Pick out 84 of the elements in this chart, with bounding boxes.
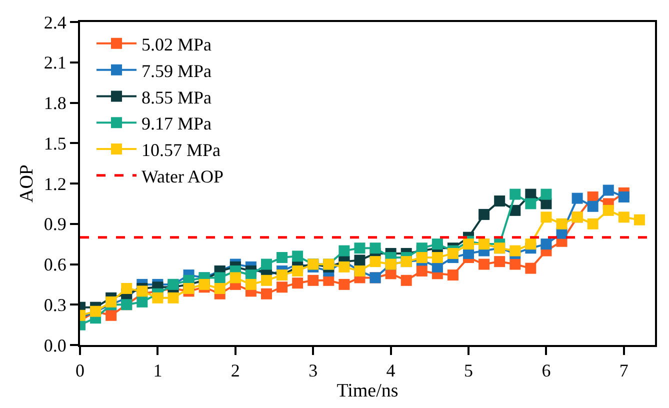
point [292, 278, 304, 289]
legend-label: Water AOP [142, 166, 224, 186]
y-tick-label: 0.0 [44, 335, 66, 356]
point [400, 274, 412, 286]
point [478, 258, 490, 270]
y-tick-label: 2.1 [44, 52, 66, 73]
legend-label: 7.59 MPa [142, 60, 212, 81]
point [618, 191, 630, 202]
x-tick-label: 2 [230, 360, 240, 381]
point [292, 265, 304, 276]
legend-label: 8.55 MPa [142, 87, 212, 108]
point [338, 261, 350, 272]
point [525, 198, 536, 210]
point [106, 296, 117, 308]
point [510, 188, 521, 200]
point [136, 286, 148, 297]
point [198, 278, 210, 290]
point [494, 196, 506, 206]
y-tick-label: 0.3 [44, 294, 66, 315]
point [525, 262, 536, 274]
x-tick-label: 7 [619, 360, 628, 381]
point [525, 238, 536, 250]
point [152, 292, 164, 304]
x-axis-title: Time/ns [336, 380, 398, 402]
point [494, 256, 506, 268]
point [540, 188, 552, 200]
y-tick-label: 0.6 [44, 254, 66, 275]
point [354, 242, 366, 254]
point [634, 214, 645, 226]
legend-label: 10.57 MPa [142, 140, 221, 160]
x-tick-label: 5 [464, 360, 474, 381]
x-tick-label: 3 [308, 360, 318, 381]
point [230, 272, 241, 284]
point [556, 218, 568, 230]
point [432, 238, 443, 250]
point [260, 274, 272, 286]
y-tick-label: 0.9 [44, 214, 66, 234]
point [463, 238, 474, 250]
point [540, 212, 552, 223]
point [106, 310, 117, 321]
point [292, 250, 304, 262]
point [478, 208, 490, 220]
point [602, 184, 614, 196]
y-tick-label: 2.4 [44, 12, 66, 32]
point [510, 258, 521, 270]
point [416, 252, 428, 264]
point [354, 254, 366, 266]
y-tick-label: 1.2 [44, 174, 66, 194]
point [447, 270, 458, 281]
y-tick-label: 1.8 [44, 93, 66, 114]
point [260, 258, 272, 270]
point [338, 245, 350, 256]
point [183, 282, 194, 294]
point [370, 242, 381, 254]
x-tick-label: 4 [386, 360, 396, 381]
legend-label: 5.02 MPa [142, 34, 212, 54]
point [587, 218, 598, 230]
point [276, 252, 288, 264]
y-axis-title: AOP [16, 164, 38, 203]
point [214, 272, 226, 284]
point [214, 282, 226, 294]
point [338, 278, 350, 290]
point [168, 292, 179, 304]
point [572, 192, 583, 204]
point [370, 256, 381, 268]
x-tick-label: 0 [76, 360, 84, 381]
point [602, 204, 614, 216]
point [308, 274, 319, 286]
point [510, 245, 521, 256]
point [136, 296, 148, 308]
point [416, 265, 428, 276]
point [587, 200, 598, 212]
point [245, 278, 256, 290]
x-tick-label: 6 [542, 360, 551, 381]
point [260, 288, 272, 300]
point [540, 238, 552, 250]
legend-label: 9.17 MPa [142, 114, 212, 134]
point [618, 212, 630, 223]
point [276, 282, 288, 293]
point [447, 248, 458, 259]
x-tick-label: 1 [153, 360, 162, 381]
y-tick-label: 1.5 [44, 133, 66, 154]
point [121, 282, 132, 294]
point [432, 252, 443, 264]
